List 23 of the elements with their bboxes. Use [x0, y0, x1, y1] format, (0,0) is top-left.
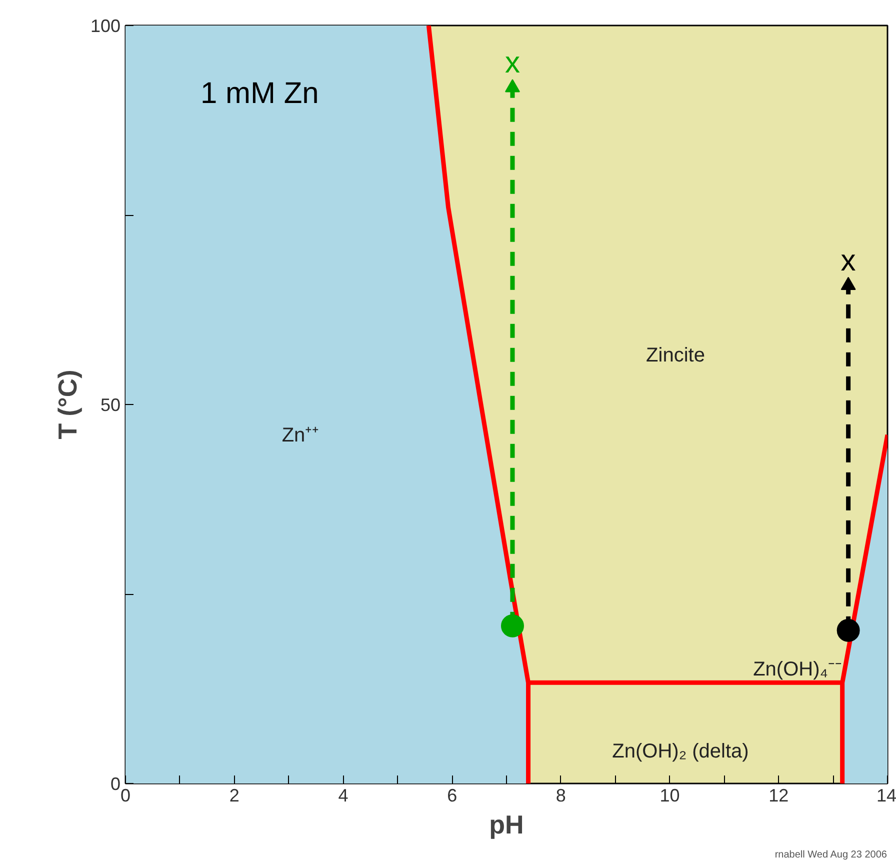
text: rnabell Wed Aug 23 2006 [774, 850, 888, 860]
annotation: Zn(OH)₄⁻⁻ [753, 658, 842, 680]
annotation: 1 mM Zn [200, 77, 319, 110]
annotation: Zn⁺⁺ [282, 424, 320, 446]
x-tick-label: 2 [229, 786, 240, 806]
x-tick-label: 6 [447, 786, 458, 806]
point [504, 79, 520, 92]
point [836, 618, 860, 642]
annotation: Zincite [646, 344, 705, 366]
x-tick-label: 12 [768, 786, 789, 806]
y-tick-label: 100 [90, 16, 121, 36]
annotation: Zn(OH)₂ (delta) [612, 740, 749, 762]
series-label: x [840, 244, 856, 278]
point [840, 276, 856, 290]
y-tick-label: 50 [100, 395, 121, 415]
y-axis-title: T (°C) [52, 370, 82, 440]
x-tick-label: 14 [876, 786, 896, 806]
x-tick-label: 10 [660, 786, 680, 806]
x-axis-title: pH [489, 810, 524, 840]
point [500, 614, 524, 638]
x-tick-label: 4 [338, 786, 348, 806]
series-label: x [504, 46, 520, 80]
x-tick-label: 8 [556, 786, 566, 806]
